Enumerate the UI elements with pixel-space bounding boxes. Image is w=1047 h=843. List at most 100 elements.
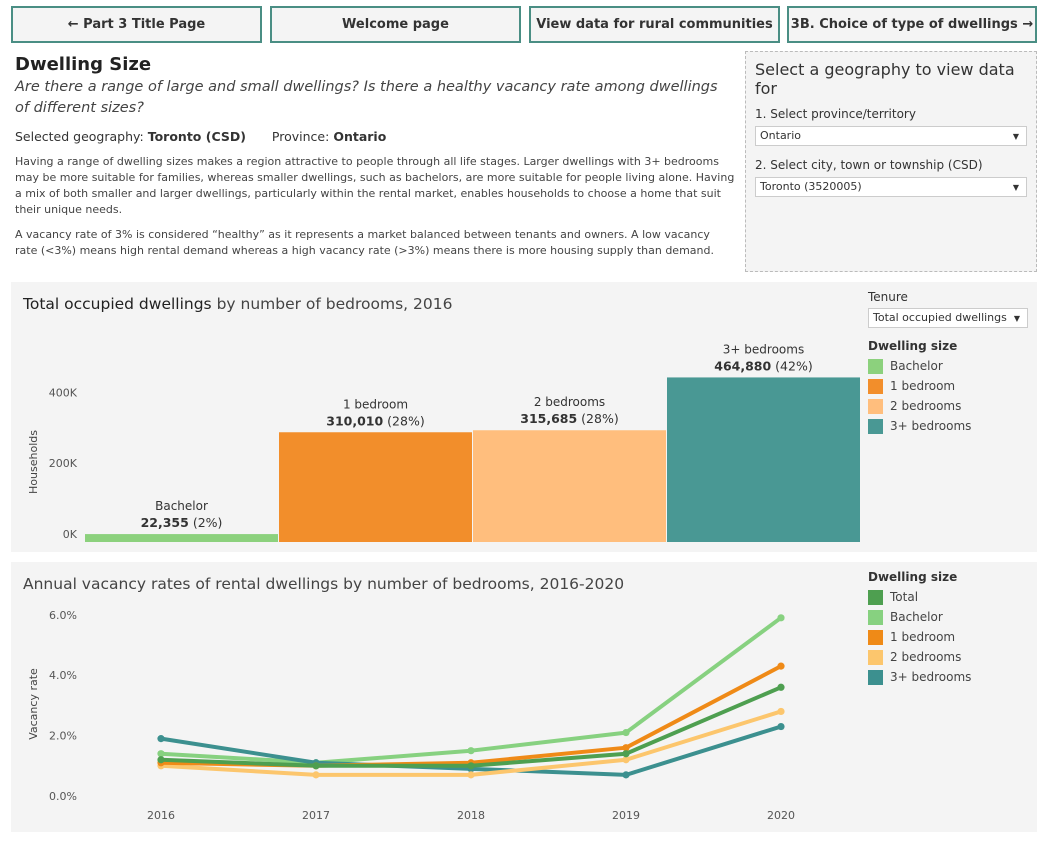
province-value: Ontario: [333, 129, 387, 144]
legend-swatch: [868, 398, 883, 414]
data-point: [622, 728, 630, 737]
vacancy-chart-panel: Annual vacancy rates of rental dwellings…: [11, 562, 1037, 832]
province-select-label: 1. Select province/territory: [755, 107, 916, 121]
x-tick-label: 2019: [612, 809, 640, 822]
x-tick-label: 2017: [302, 809, 330, 822]
bar: [85, 534, 278, 542]
rural-communities-button[interactable]: View data for rural communities: [529, 6, 780, 43]
legend-item-3-bedrooms[interactable]: 3+ bedrooms: [868, 416, 1028, 436]
bar-category-label: 3+ bedrooms: [723, 342, 804, 356]
vacancy-legend-title: Dwelling size: [868, 570, 958, 584]
data-point: [467, 747, 475, 755]
dwelling-size-legend-title: Dwelling size: [868, 339, 958, 353]
bar-category-label: Bachelor: [155, 499, 208, 513]
data-point: [157, 756, 165, 764]
dwellings-legend: Tenure Total occupied dwellings ▼ Dwelli…: [868, 290, 1028, 436]
geography-selector-heading: Select a geography to view data for: [755, 60, 1015, 98]
province-label: Province:: [271, 129, 330, 144]
y-axis-label: Households: [27, 430, 40, 494]
legend-swatch: [868, 378, 883, 394]
y-tick-label: 0.0%: [49, 790, 77, 803]
legend-item-1-bedroom[interactable]: 1 bedroom: [868, 627, 1028, 647]
bar: [667, 377, 860, 542]
geo-value: Toronto (CSD): [147, 129, 246, 144]
chevron-down-icon: ▼: [1013, 313, 1021, 323]
geo-label: Selected geography:: [15, 129, 144, 144]
csd-select-label: 2. Select city, town or township (CSD): [755, 158, 983, 172]
y-axis-label: Vacancy rate: [27, 668, 40, 740]
data-point: [622, 750, 630, 758]
legend-item-bachelor[interactable]: Bachelor: [868, 356, 1028, 376]
legend-item-3-bedrooms[interactable]: 3+ bedrooms: [868, 667, 1028, 687]
bar-value-label: 464,880 (42%): [714, 358, 812, 373]
legend-label: 1 bedroom: [890, 630, 956, 644]
dwellings-chart-title-rest: by number of bedrooms, 2016: [211, 295, 453, 313]
data-point: [777, 614, 785, 622]
tenure-label: Tenure: [868, 290, 908, 304]
part3-title-page-button[interactable]: ← Part 3 Title Page: [11, 6, 262, 43]
x-tick-label: 2020: [767, 809, 795, 822]
legend-label: Bachelor: [890, 359, 943, 373]
vacancy-chart-title: Annual vacancy rates of rental dwellings…: [23, 575, 625, 593]
legend-item-2-bedrooms[interactable]: 2 bedrooms: [868, 396, 1028, 416]
legend-item-bachelor[interactable]: Bachelor: [868, 607, 1028, 627]
legend-swatch: [868, 629, 883, 645]
data-point: [622, 756, 630, 764]
bar-category-label: 1 bedroom: [343, 397, 408, 411]
legend-label: 2 bedrooms: [890, 650, 962, 664]
vacancy-line-chart: Vacancy rate 0.0% 2.0% 4.0% 6.0% 2016 2017 2018…: [27, 609, 795, 822]
data-point: [777, 662, 785, 670]
legend-label: 1 bedroom: [890, 379, 956, 393]
bar: [473, 430, 666, 542]
csd-select[interactable]: Toronto (3520005) ▼: [755, 177, 1027, 197]
legend-swatch: [868, 358, 883, 374]
data-point: [157, 750, 165, 758]
y-tick-label: 4.0%: [49, 669, 77, 682]
legend-swatch: [868, 609, 883, 625]
data-point: [622, 744, 630, 752]
data-point: [777, 707, 785, 716]
y-tick-label: 400K: [49, 386, 78, 399]
bar: [279, 432, 472, 542]
data-point: [312, 771, 320, 779]
dwellings-bar-chart: Households 0K 200K 400K Bachelor 22,355 (2%) 1…: [27, 342, 860, 542]
data-point: [777, 722, 785, 731]
dwellings-chart-panel: Total occupied dwellings by number of be…: [11, 282, 1037, 552]
data-point: [312, 762, 320, 770]
legend-item-1-bedroom[interactable]: 1 bedroom: [868, 376, 1028, 396]
intro-paragraph-2: A vacancy rate of 3% is considered “heal…: [15, 228, 714, 257]
data-point: [467, 762, 475, 770]
csd-select-value: Toronto (3520005): [760, 180, 862, 193]
choice-of-dwellings-button[interactable]: 3B. Choice of type of dwellings →: [787, 6, 1037, 43]
legend-item-total[interactable]: Total: [868, 587, 1028, 607]
page-title: Dwelling Size: [15, 54, 152, 75]
dwellings-chart-title-bold: Total occupied dwellings: [23, 295, 212, 313]
x-tick-label: 2016: [147, 809, 175, 822]
y-tick-label: 200K: [49, 457, 78, 470]
province-select-value: Ontario: [760, 129, 801, 142]
legend-item-2-bedrooms[interactable]: 2 bedrooms: [868, 647, 1028, 667]
y-tick-label: 6.0%: [49, 609, 77, 622]
selected-geography-line: Selected geography: Toronto (CSD) Provin…: [15, 129, 735, 144]
chevron-down-icon: ▼: [1012, 182, 1020, 192]
province-select[interactable]: Ontario ▼: [755, 126, 1027, 146]
tenure-select-value: Total occupied dwellings: [873, 311, 1007, 324]
welcome-page-button[interactable]: Welcome page: [270, 6, 521, 43]
bar-value-label: 22,355 (2%): [141, 515, 223, 530]
tenure-select[interactable]: Total occupied dwellings ▼: [868, 308, 1028, 328]
data-point: [157, 735, 165, 743]
bar-category-label: 2 bedrooms: [534, 395, 605, 409]
chevron-down-icon: ▼: [1012, 131, 1020, 141]
legend-label: 2 bedrooms: [890, 399, 962, 413]
bar-value-label: 310,010 (28%): [326, 413, 424, 428]
legend-label: 3+ bedrooms: [890, 419, 972, 433]
dwellings-chart-title: Total occupied dwellings by number of be…: [23, 295, 452, 313]
intro-section: Dwelling Size Are there a range of large…: [15, 54, 735, 259]
page-subtitle: Are there a range of large and small dwe…: [15, 79, 718, 116]
legend-swatch: [868, 649, 883, 665]
legend-label: Bachelor: [890, 610, 943, 624]
x-tick-label: 2018: [457, 809, 485, 822]
data-point: [777, 683, 785, 691]
vacancy-legend: Dwelling size Total Bachelor 1 bedroom 2…: [868, 570, 1028, 687]
legend-label: 3+ bedrooms: [890, 670, 972, 684]
